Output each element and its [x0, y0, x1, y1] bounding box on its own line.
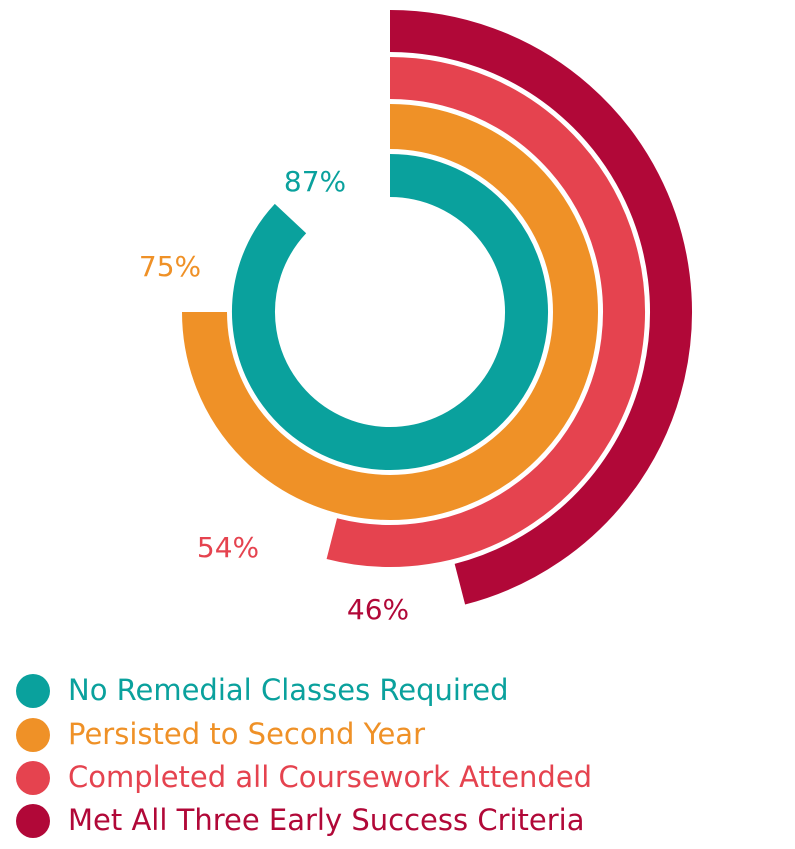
legend-marker [16, 804, 50, 838]
legend-marker [16, 718, 50, 752]
value-label: 46% [347, 593, 409, 626]
legend-label: Persisted to Second Year [68, 717, 425, 751]
legend-marker [16, 674, 50, 708]
value-label: 75% [139, 250, 201, 283]
ring-bar [389, 10, 692, 605]
ring-bar [326, 57, 645, 567]
ring-bar [182, 104, 598, 520]
legend-label: Met All Three Early Success Criteria [68, 803, 585, 837]
value-label: 54% [197, 531, 259, 564]
legend-label: No Remedial Classes Required [68, 673, 508, 707]
legend-marker [16, 761, 50, 795]
value-label: 87% [284, 165, 346, 198]
legend-label: Completed all Coursework Attended [68, 760, 592, 794]
ring-bar [232, 154, 548, 470]
